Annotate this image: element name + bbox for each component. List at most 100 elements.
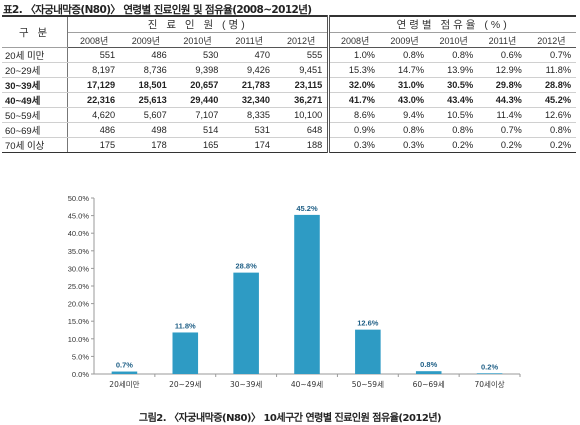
x-tick-label: 70세이상 xyxy=(474,379,504,389)
count-cell: 648 xyxy=(274,122,331,138)
share-cell: 43.4% xyxy=(429,92,479,108)
share-cell: 0.8% xyxy=(379,47,430,63)
share-cell: 0.8% xyxy=(526,122,576,138)
count-cell: 530 xyxy=(171,47,224,63)
count-cell: 486 xyxy=(120,47,172,63)
count-cell: 9,426 xyxy=(223,62,275,78)
share-cell: 32.0% xyxy=(328,77,380,93)
bar xyxy=(111,371,138,374)
share-cell: 43.0% xyxy=(379,92,430,108)
count-cell: 8,335 xyxy=(223,107,275,123)
row-label: 30~39세 xyxy=(2,77,69,93)
count-cell: 23,115 xyxy=(274,77,331,93)
y-tick-label: 0.0% xyxy=(72,370,89,379)
bar xyxy=(172,332,199,374)
share-cell: 9.4% xyxy=(379,107,430,123)
bar xyxy=(233,272,259,374)
share-cell: 10.5% xyxy=(429,107,479,123)
table-row: 50~59세 4,620 5,607 7,107 8,335 10,100 8.6% 9.4%… xyxy=(2,107,576,123)
year-header-row: 2008년 2009년 2010년 2011년 2012년 2008년 2009… xyxy=(2,32,576,48)
share-cell: 0.9% xyxy=(328,122,380,138)
count-cell: 10,100 xyxy=(274,107,331,123)
table-row: 20~29세 8,197 8,736 9,398 9,426 9,451 15.3% 14.7… xyxy=(2,62,576,78)
share-group-header: 연령별 점유율 (%) xyxy=(328,16,576,33)
data-label: 0.2% xyxy=(481,362,498,371)
share-cell: 0.2% xyxy=(526,137,576,153)
share-cell: 13.9% xyxy=(429,62,479,78)
y-tick-label: 20.0% xyxy=(68,300,90,309)
share-cell: 0.2% xyxy=(478,137,527,153)
count-cell: 551 xyxy=(67,47,121,63)
y-tick-label: 5.0% xyxy=(72,352,89,361)
data-label: 45.2% xyxy=(296,204,318,213)
bar xyxy=(415,371,442,374)
count-cell: 29,440 xyxy=(171,92,224,108)
x-tick-label: 60~69세 xyxy=(413,380,445,389)
share-cell: 0.8% xyxy=(379,122,430,138)
row-label: 70세 이상 xyxy=(2,137,69,153)
count-cell: 165 xyxy=(171,137,224,153)
count-group-header: 진 료 인 원 (명) xyxy=(67,16,331,33)
share-cell: 15.3% xyxy=(328,62,380,78)
share-cell: 11.4% xyxy=(478,107,527,123)
count-cell: 25,613 xyxy=(120,92,172,108)
share-cell: 0.6% xyxy=(478,47,527,63)
share-cell: 31.0% xyxy=(379,77,430,93)
count-cell: 470 xyxy=(223,47,275,63)
x-tick-label: 40~49세 xyxy=(291,380,323,389)
share-cell: 12.9% xyxy=(478,62,527,78)
share-cell: 30.5% xyxy=(429,77,479,93)
count-cell: 531 xyxy=(223,122,275,138)
count-cell: 8,736 xyxy=(120,62,172,78)
count-cell: 36,271 xyxy=(274,92,331,108)
share-cell: 45.2% xyxy=(526,92,576,108)
year-header: 2010년 xyxy=(429,32,479,48)
share-cell: 41.7% xyxy=(328,92,380,108)
x-tick-label: 20~29세 xyxy=(169,380,201,389)
share-cell: 0.2% xyxy=(429,137,479,153)
row-label: 20~29세 xyxy=(2,62,69,78)
share-cell: 0.3% xyxy=(379,137,430,153)
y-tick-label: 25.0% xyxy=(68,282,90,291)
table-title: 표2. 〈자궁내막증(N80)〉 연령별 진료인원 및 점유율(2008~201… xyxy=(3,4,312,16)
row-label: 20세 미만 xyxy=(2,47,69,63)
year-header: 2009년 xyxy=(120,32,172,48)
count-cell: 7,107 xyxy=(171,107,224,123)
count-cell: 9,451 xyxy=(274,62,331,78)
count-cell: 8,197 xyxy=(67,62,121,78)
year-header: 2010년 xyxy=(171,32,224,48)
count-cell: 32,340 xyxy=(223,92,275,108)
row-label: 50~59세 xyxy=(2,107,69,123)
bar xyxy=(355,329,381,374)
share-cell: 12.6% xyxy=(526,107,576,123)
y-tick-label: 45.0% xyxy=(68,212,90,221)
table-header-row: 구 분 진 료 인 원 (명) 연령별 점유율 (%) xyxy=(2,16,576,48)
count-cell: 4,620 xyxy=(67,107,121,123)
year-header: 2012년 xyxy=(526,32,576,48)
year-header: 2011년 xyxy=(478,32,527,48)
figure-caption: 그림2. 〈자궁내막증(N80)〉 10세구간 연령별 진료인원 점유율(201… xyxy=(138,413,442,424)
share-cell: 28.8% xyxy=(526,77,576,93)
table-row: 30~39세 17,129 18,501 20,657 21,783 23,115 32.0… xyxy=(2,77,576,93)
year-header: 2009년 xyxy=(379,32,430,48)
data-label: 12.6% xyxy=(357,319,379,328)
table-row: 70세 이상 175 178 165 174 188 0.3% 0.3% 0.2% 0.2% 0.2… xyxy=(2,137,576,153)
count-cell: 486 xyxy=(67,122,121,138)
count-cell: 178 xyxy=(120,137,172,153)
table-row: 20세 미만 551 486 530 470 555 1.0% 0.8% 0.8% 0.6% 0.7… xyxy=(2,47,576,63)
share-cell: 0.3% xyxy=(328,137,380,153)
bar xyxy=(294,214,320,374)
share-cell: 29.8% xyxy=(478,77,527,93)
share-cell: 11.8% xyxy=(526,62,576,78)
share-cell: 14.7% xyxy=(379,62,430,78)
count-cell: 188 xyxy=(274,137,331,153)
data-label: 0.8% xyxy=(420,360,437,369)
x-tick-label: 50~59세 xyxy=(352,380,384,389)
share-cell: 44.3% xyxy=(478,92,527,108)
x-tick-label: 30~39세 xyxy=(230,380,262,389)
category-header: 구 분 xyxy=(2,16,69,48)
y-tick-label: 15.0% xyxy=(68,317,90,326)
year-header: 2008년 xyxy=(328,32,380,48)
bar xyxy=(476,373,503,374)
data-label: 11.8% xyxy=(175,321,196,330)
